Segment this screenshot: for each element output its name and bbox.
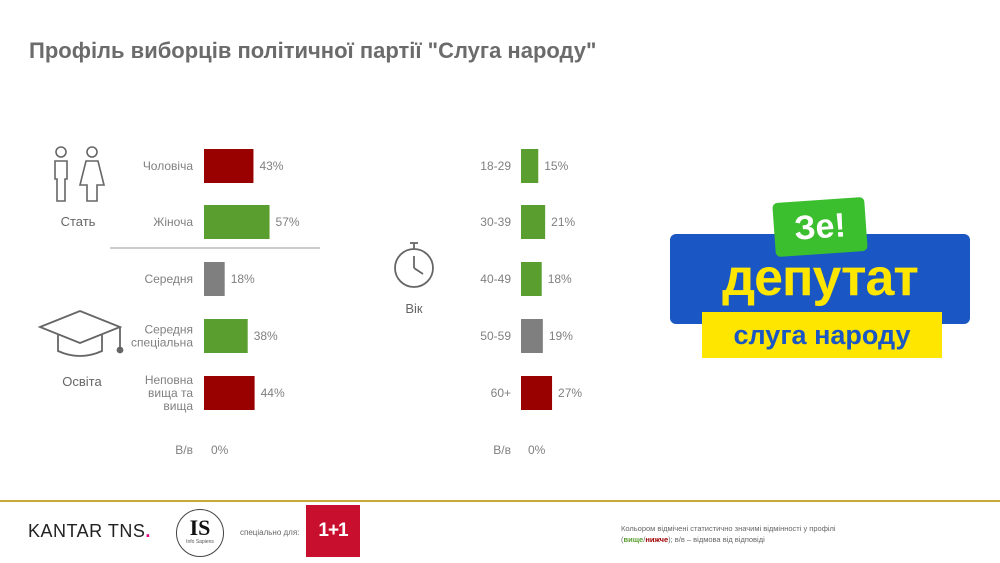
age-value-label: 0% <box>528 443 546 457</box>
age-bar <box>521 376 553 410</box>
stopwatch-icon <box>394 242 434 288</box>
age-bar <box>521 149 539 183</box>
kantar-word: KANTAR <box>28 521 103 541</box>
footnote-higher: вище <box>623 535 644 544</box>
age-value-label: 21% <box>551 215 575 229</box>
age-value-label: 15% <box>544 159 568 173</box>
age-value-label: 18% <box>548 272 572 286</box>
age-category-label: 60+ <box>491 386 511 400</box>
gender-value-label: 43% <box>259 159 283 173</box>
gender-value-label: 57% <box>276 215 300 229</box>
is-logo-text: IS <box>189 515 211 540</box>
party-poster: депутат слуга народу Зе! <box>670 196 970 360</box>
footnote-line-2: (вище/нижче); в/в – відмова від відповід… <box>621 534 991 545</box>
footnote-slash: / <box>643 535 646 544</box>
age-value-label: 19% <box>549 329 573 343</box>
gender-bar <box>204 149 254 183</box>
education-category-label: В/в <box>175 443 193 457</box>
voter-profile-chart: Стать Освіта Вік Чоловіча 43% Жіноча 57% Сер… <box>37 146 582 457</box>
age-value-label: 27% <box>558 386 582 400</box>
kantar-dot: . <box>145 521 151 541</box>
education-category-label: Середня <box>144 272 193 286</box>
education-bar <box>204 262 225 296</box>
education-icon-label: Освіта <box>62 374 102 389</box>
age-category-label: 40-49 <box>480 272 511 286</box>
education-value-label: 18% <box>231 272 255 286</box>
graduation-cap-icon <box>37 310 124 357</box>
footnote-lower: нижче <box>645 535 669 544</box>
education-category-label: Середня спеціальна <box>131 323 193 350</box>
tns-word: TNS <box>107 521 146 541</box>
footnote-line-1: Кольором відмічені статистично значимі в… <box>621 524 836 533</box>
male-female-icon <box>54 146 106 202</box>
age-bar <box>521 319 543 353</box>
age-icon-label: Вік <box>405 301 423 316</box>
age-category-label: В/в <box>493 443 511 457</box>
poster-main-text: депутат <box>722 249 919 307</box>
page-title: Профіль виборців політичної партії "Слуг… <box>29 38 597 63</box>
age-category-label: 50-59 <box>480 329 511 343</box>
age-bar <box>521 205 546 239</box>
footer-divider <box>0 500 1000 502</box>
education-bar <box>204 319 248 353</box>
tv-channel-logo: 1+1 <box>306 505 360 557</box>
is-logo-subtext: Info Sapiens <box>186 539 214 545</box>
education-value-label: 44% <box>261 386 285 400</box>
footnote-open: ( <box>621 535 624 544</box>
gender-bar <box>204 205 270 239</box>
info-sapiens-logo: IS Info Sapiens <box>176 509 224 557</box>
age-category-label: 30-39 <box>480 215 511 229</box>
gender-icon-label: Стать <box>61 214 96 229</box>
age-category-label: 18-29 <box>480 159 511 173</box>
special-for-label: спеціально для: <box>240 528 300 537</box>
footnote-rest: ); в/в – відмова від відповіді <box>668 535 765 544</box>
education-bar <box>204 376 255 410</box>
gender-category-label: Чоловіча <box>143 159 194 173</box>
poster-badge: Зе! <box>772 196 868 258</box>
age-bar <box>521 262 542 296</box>
poster-sub-text: слуга народу <box>702 312 942 358</box>
footnote: Кольором відмічені статистично значимі в… <box>621 523 991 545</box>
gender-category-label: Жіноча <box>153 215 193 229</box>
education-category-label: Неповна вища та вища <box>145 373 194 413</box>
education-value-label: 0% <box>211 443 229 457</box>
kantar-tns-logo: KANTAR TNS. <box>28 521 151 542</box>
education-value-label: 38% <box>254 329 278 343</box>
